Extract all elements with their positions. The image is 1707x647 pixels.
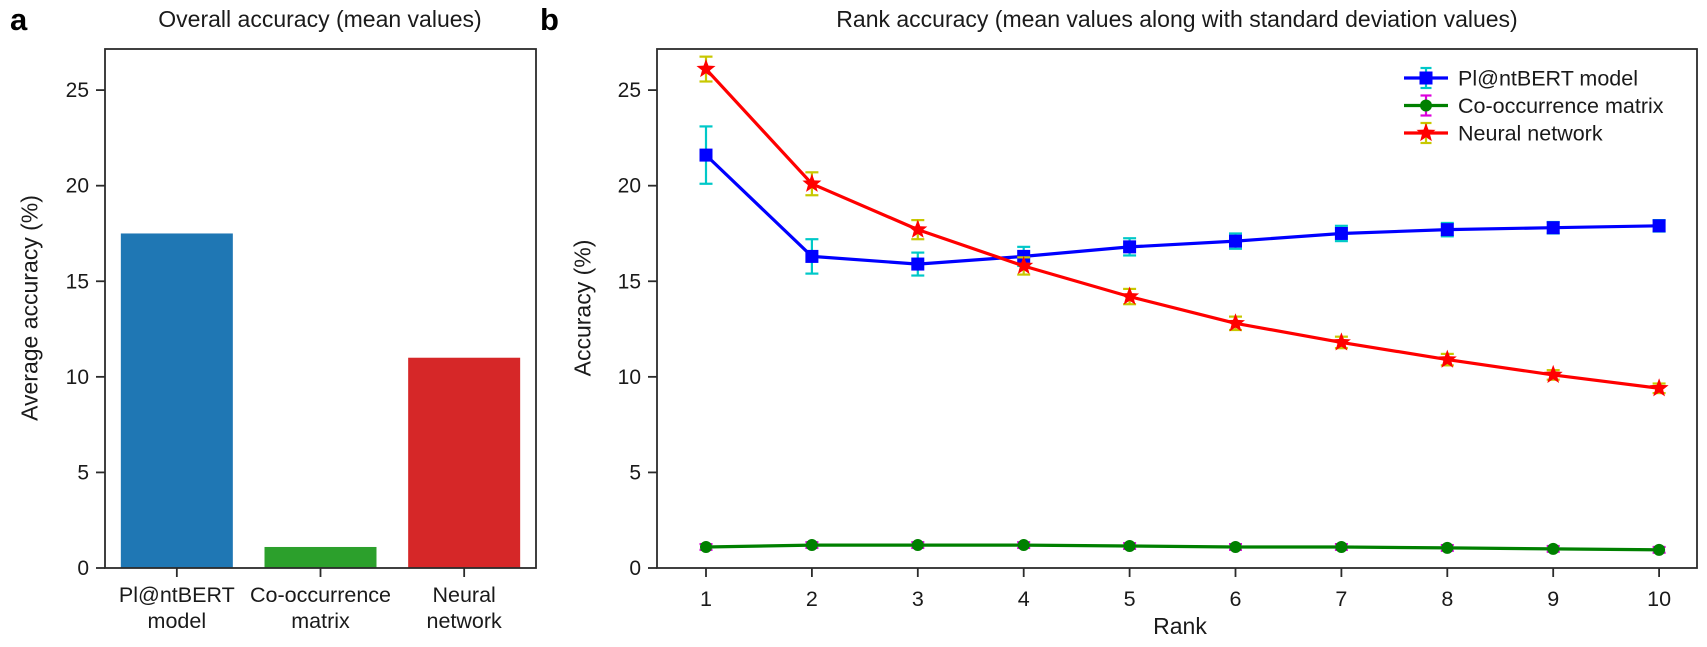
- x-tick-label: 7: [1335, 587, 1347, 611]
- x-category-label: network: [427, 609, 503, 633]
- x-tick-label: 5: [1124, 587, 1136, 611]
- panel-b-y-axis-label: Accuracy (%): [569, 239, 596, 377]
- legend-label: Pl@ntBERT model: [1458, 67, 1638, 91]
- data-point-marker: [908, 219, 928, 238]
- series-line: [705, 543, 1660, 552]
- series-line: [704, 68, 1660, 390]
- y-tick-label: 25: [618, 79, 641, 102]
- y-tick-label: 10: [66, 366, 89, 389]
- legend-label: Neural network: [1458, 122, 1603, 146]
- data-point-marker: [1649, 378, 1669, 397]
- data-point-marker: [1440, 223, 1454, 237]
- data-point-marker: [911, 539, 924, 552]
- series-neural-network: [696, 55, 1669, 397]
- y-tick-label: 5: [629, 461, 641, 484]
- bar-2: [264, 546, 377, 568]
- data-point-marker: [1547, 542, 1560, 555]
- data-point-marker: [1331, 332, 1351, 351]
- x-tick-label: 6: [1230, 587, 1242, 611]
- y-tick-label: 15: [66, 270, 89, 293]
- data-point-marker: [1229, 234, 1242, 248]
- y-tick-label: 15: [618, 270, 641, 293]
- panel-a-title: Overall accuracy (mean values): [158, 6, 482, 32]
- legend-marker: [1416, 123, 1436, 142]
- x-tick-label: 3: [912, 587, 924, 611]
- panel-b-title: Rank accuracy (mean values along with st…: [836, 6, 1518, 32]
- panel-b-x-axis-label: Rank: [1153, 613, 1207, 639]
- data-point-marker: [700, 540, 712, 553]
- y-tick-label: 5: [77, 461, 89, 484]
- data-point-marker: [805, 539, 818, 552]
- y-tick-label: 10: [618, 366, 641, 389]
- series-pl-ntbert-model: [699, 125, 1666, 277]
- data-point-marker: [911, 257, 925, 271]
- data-point-marker: [1653, 543, 1666, 556]
- y-tick-label: 20: [66, 175, 89, 198]
- panel-a-y-axis-label: Average accuracy (%): [16, 195, 43, 421]
- panel-a-letter: a: [10, 2, 28, 37]
- data-point-marker: [1229, 540, 1242, 553]
- data-point-marker: [1334, 226, 1348, 240]
- x-tick-label: 4: [1018, 587, 1030, 611]
- x-category-label: Co-occurrence: [250, 583, 391, 607]
- data-point-marker: [1335, 540, 1348, 553]
- data-point-marker: [1120, 286, 1140, 305]
- y-tick-label: 25: [66, 79, 89, 102]
- series-co-occurrence-matrix: [699, 539, 1666, 556]
- x-tick-label: 2: [806, 587, 818, 611]
- bar-3: [408, 357, 521, 568]
- x-category-label: matrix: [291, 609, 350, 633]
- y-tick-label: 0: [77, 557, 89, 580]
- x-tick-label: 9: [1547, 587, 1559, 611]
- series-line: [704, 153, 1660, 266]
- x-tick-label: 10: [1647, 587, 1671, 611]
- data-point-marker: [1123, 240, 1137, 254]
- data-point-marker: [1225, 313, 1246, 332]
- x-category-label: Neural: [432, 583, 495, 607]
- plot-frame: [104, 48, 537, 569]
- bar-1: [120, 233, 233, 569]
- legend: Pl@ntBERT model Co-occurrence matrix Neura…: [1404, 67, 1664, 146]
- data-point-marker: [699, 148, 713, 162]
- data-point-marker: [1652, 219, 1666, 233]
- data-point-marker: [1014, 255, 1034, 275]
- legend-label: Co-occurrence matrix: [1458, 94, 1664, 118]
- data-point-marker: [1441, 541, 1454, 554]
- chart-b: 0 5 10 15 20 25 1 2 3 4 5 6 7 8 9 10 Pl@ntBERT model Co-o…: [618, 48, 1698, 611]
- data-point-marker: [1123, 540, 1136, 553]
- data-point-marker: [1543, 364, 1563, 384]
- data-point-marker: [805, 249, 819, 263]
- panel-b-letter: b: [540, 2, 559, 37]
- data-point-marker: [1546, 221, 1560, 235]
- y-tick-label: 20: [618, 175, 641, 198]
- legend-marker: [1420, 99, 1432, 112]
- data-point-marker: [802, 173, 822, 192]
- y-tick-label: 0: [629, 557, 641, 580]
- plot-frame: [656, 48, 1698, 569]
- x-tick-label: 8: [1441, 587, 1453, 611]
- legend-marker: [1419, 71, 1433, 85]
- data-point-marker: [1437, 349, 1457, 368]
- x-tick-label: 1: [700, 587, 712, 611]
- data-point-marker: [1017, 539, 1030, 552]
- x-category-label: model: [148, 609, 207, 633]
- data-point-marker: [696, 59, 716, 78]
- x-category-label: Pl@ntBERT: [119, 583, 235, 607]
